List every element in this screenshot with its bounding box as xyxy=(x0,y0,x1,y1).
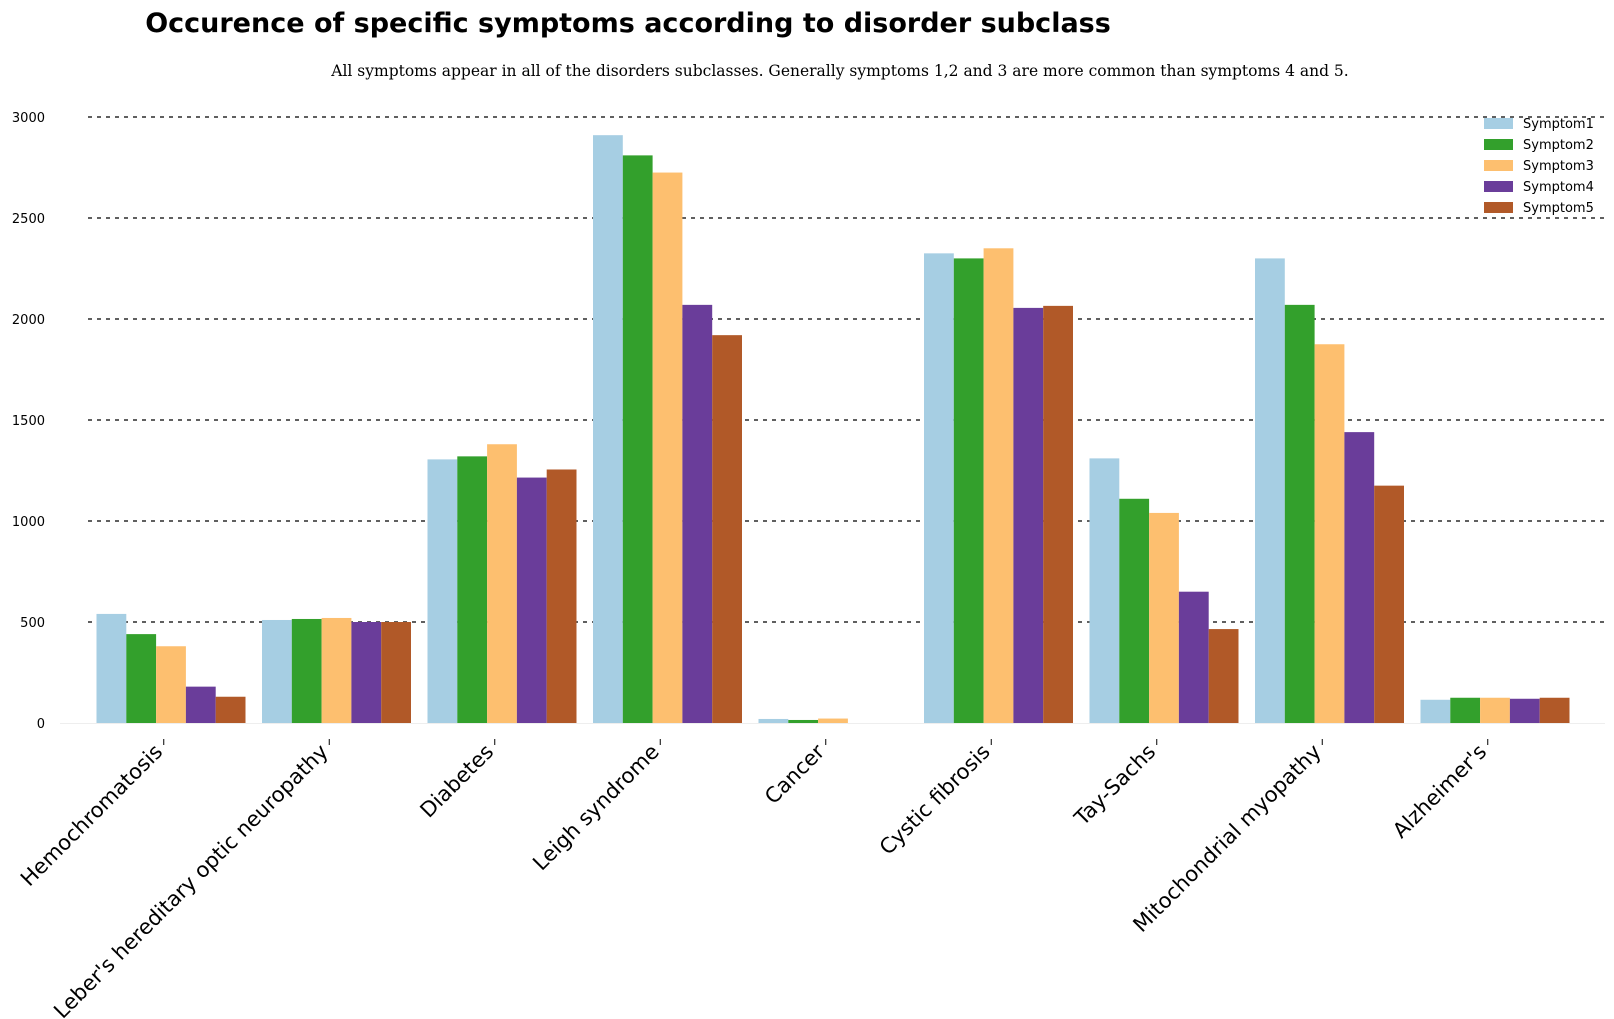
legend: Symptom1 Symptom2 Symptom3 Symptom4 Symptom5 xyxy=(1484,117,1594,216)
gridlines xyxy=(60,116,1605,724)
bar-symptom4-leigh-syndrome xyxy=(682,304,713,723)
bar-symptom1-leber-s-hereditary-optic-neuropathy xyxy=(262,619,292,723)
x-tick-label: Diabetes xyxy=(415,740,498,823)
bar-symptom3-leigh-syndrome xyxy=(652,172,683,724)
y-tick-label: 2500 xyxy=(12,212,45,227)
x-tick-label: Cancer xyxy=(760,739,830,809)
y-tick-label: 0 xyxy=(37,717,45,732)
bar-symptom1-leigh-syndrome xyxy=(593,135,623,723)
bar-symptom5-alzheimer-s xyxy=(1539,697,1570,723)
bar-symptom4-mitochondrial-myopathy xyxy=(1344,432,1375,723)
bar-symptom5-cystic-fibrosis xyxy=(1043,305,1073,723)
bar-symptom3-mitochondrial-myopathy xyxy=(1314,344,1345,723)
bar-symptom1-cancer xyxy=(758,718,789,723)
bar-symptom4-alzheimer-s xyxy=(1509,698,1540,723)
bar-symptom3-diabetes xyxy=(487,444,517,723)
bar-symptom2-mitochondrial-myopathy xyxy=(1284,304,1315,723)
y-tick-label: 2000 xyxy=(12,313,45,328)
bar-symptom5-mitochondrial-myopathy xyxy=(1374,485,1404,723)
bar-symptom2-diabetes xyxy=(457,456,488,723)
bar-symptom1-cystic-fibrosis xyxy=(924,253,954,723)
x-tick-label: Tay-Sachs xyxy=(1069,740,1160,831)
bar-symptom1-mitochondrial-myopathy xyxy=(1255,258,1285,723)
bar-symptom1-diabetes xyxy=(427,459,458,723)
y-tick-label: 500 xyxy=(20,616,45,631)
x-tick-label: Cystic fibrosis xyxy=(875,740,995,860)
x-tick-label: Leber's hereditary optic neuropathy xyxy=(49,740,333,1019)
bar-symptom4-hemochromatosis xyxy=(185,686,216,723)
legend-label-symptom5: Symptom5 xyxy=(1523,201,1594,216)
x-tick-label: Leigh syndrome xyxy=(528,740,664,876)
bar-symptom2-tay-sachs xyxy=(1119,498,1150,723)
legend-swatch-symptom4 xyxy=(1484,181,1513,192)
bar-symptom2-cancer xyxy=(788,719,819,723)
chart-subtitle: All symptoms appear in all of the disord… xyxy=(330,62,1348,80)
legend-swatch-symptom1 xyxy=(1484,118,1513,129)
y-axis-ticks: 0 500 1000 1500 2000 2500 3000 xyxy=(12,111,45,732)
bar-symptom5-hemochromatosis xyxy=(215,696,246,723)
bar-symptom4-cystic-fibrosis xyxy=(1013,307,1044,723)
y-tick-label: 1000 xyxy=(12,515,45,530)
bar-symptom1-hemochromatosis xyxy=(96,613,127,723)
bar-symptom5-leigh-syndrome xyxy=(712,335,742,723)
y-tick-label: 3000 xyxy=(12,111,45,126)
bar-symptom5-diabetes xyxy=(546,469,577,723)
bars xyxy=(96,135,1570,724)
bar-symptom3-cystic-fibrosis xyxy=(983,248,1014,724)
bar-symptom3-leber-s-hereditary-optic-neuropathy xyxy=(321,617,352,723)
legend-label-symptom2: Symptom2 xyxy=(1523,138,1594,153)
x-tick-label: Mitochondrial myopathy xyxy=(1128,740,1325,937)
bar-symptom4-diabetes xyxy=(516,477,547,723)
bar-symptom4-leber-s-hereditary-optic-neuropathy xyxy=(351,622,382,723)
legend-label-symptom3: Symptom3 xyxy=(1523,159,1594,174)
x-tick-label: Hemochromatosis xyxy=(16,740,167,891)
x-tick-label: Alzheimer's xyxy=(1388,740,1491,843)
bar-symptom3-hemochromatosis xyxy=(156,646,186,723)
chart-title: Occurence of specific symptoms according… xyxy=(145,8,1111,39)
bar-symptom2-alzheimer-s xyxy=(1450,697,1481,723)
bar-symptom2-leber-s-hereditary-optic-neuropathy xyxy=(291,618,322,723)
bar-symptom3-tay-sachs xyxy=(1149,512,1179,723)
legend-label-symptom4: Symptom4 xyxy=(1523,180,1594,195)
legend-label-symptom1: Symptom1 xyxy=(1523,117,1594,132)
bar-symptom2-leigh-syndrome xyxy=(622,155,653,723)
legend-swatch-symptom5 xyxy=(1484,202,1513,213)
bar-symptom5-leber-s-hereditary-optic-neuropathy xyxy=(381,622,411,723)
bar-symptom1-alzheimer-s xyxy=(1420,699,1451,723)
bar-symptom3-cancer xyxy=(818,718,848,723)
y-tick-label: 1500 xyxy=(12,414,45,429)
bar-symptom4-tay-sachs xyxy=(1178,591,1209,723)
bar-symptom1-tay-sachs xyxy=(1089,458,1120,723)
bar-symptom5-tay-sachs xyxy=(1208,629,1239,723)
bar-symptom3-alzheimer-s xyxy=(1480,697,1510,723)
legend-swatch-symptom2 xyxy=(1484,139,1513,150)
bar-symptom2-cystic-fibrosis xyxy=(953,258,984,723)
bar-symptom2-hemochromatosis xyxy=(126,634,157,723)
legend-swatch-symptom3 xyxy=(1484,160,1513,171)
